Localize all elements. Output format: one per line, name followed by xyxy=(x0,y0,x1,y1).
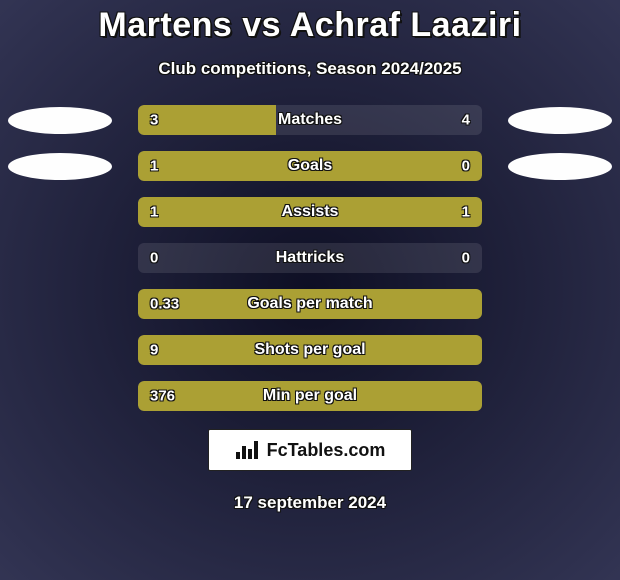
bar-chart-icon xyxy=(235,440,259,460)
stat-value-right: 0 xyxy=(462,158,470,175)
stat-bar: 1 1 Assists xyxy=(138,197,482,227)
stat-value-left: 376 xyxy=(150,388,175,405)
stat-label: Goals per match xyxy=(247,295,372,313)
stat-label: Min per goal xyxy=(263,387,357,405)
stat-bar: 3 4 Matches xyxy=(138,105,482,135)
stat-label: Matches xyxy=(278,111,342,129)
stat-value-right: 0 xyxy=(462,250,470,267)
player-marker-left xyxy=(8,153,112,180)
stat-value-right: 1 xyxy=(462,204,470,221)
stat-row: 0 0 Hattricks xyxy=(0,243,620,273)
stat-bar: 0 0 Hattricks xyxy=(138,243,482,273)
stat-row: 3 4 Matches xyxy=(0,105,620,135)
stat-bar: 1 0 Goals xyxy=(138,151,482,181)
stat-row: 9 Shots per goal xyxy=(0,335,620,365)
stat-label: Hattricks xyxy=(276,249,344,267)
date-text: 17 september 2024 xyxy=(234,493,386,513)
stat-value-left: 0.33 xyxy=(150,296,179,313)
stat-fill-left xyxy=(138,151,403,181)
stat-fill-right xyxy=(403,151,482,181)
stat-bar: 9 Shots per goal xyxy=(138,335,482,365)
stat-value-left: 0 xyxy=(150,250,158,267)
stat-row: 1 0 Goals xyxy=(0,151,620,181)
stat-label: Shots per goal xyxy=(254,341,365,359)
stat-fill-left xyxy=(138,105,276,135)
fctables-logo[interactable]: FcTables.com xyxy=(208,429,412,471)
player-marker-right xyxy=(508,107,612,134)
stat-value-left: 9 xyxy=(150,342,158,359)
stat-bar: 376 Min per goal xyxy=(138,381,482,411)
player-marker-right xyxy=(508,153,612,180)
subtitle: Club competitions, Season 2024/2025 xyxy=(158,59,461,79)
stat-row: 376 Min per goal xyxy=(0,381,620,411)
stat-label: Goals xyxy=(288,157,332,175)
player-marker-left xyxy=(8,107,112,134)
comparison-rows: 3 4 Matches 1 0 Goals 1 1 Assists 0 0 Hattricks 0.33… xyxy=(0,105,620,411)
stat-value-right: 4 xyxy=(462,112,470,129)
logo-text: FcTables.com xyxy=(267,440,386,461)
stat-value-left: 1 xyxy=(150,158,158,175)
page-title: Martens vs Achraf Laaziri xyxy=(98,6,521,45)
stat-value-left: 1 xyxy=(150,204,158,221)
stat-row: 0.33 Goals per match xyxy=(0,289,620,319)
stat-row: 1 1 Assists xyxy=(0,197,620,227)
stat-bar: 0.33 Goals per match xyxy=(138,289,482,319)
stat-value-left: 3 xyxy=(150,112,158,129)
stat-label: Assists xyxy=(282,203,339,221)
